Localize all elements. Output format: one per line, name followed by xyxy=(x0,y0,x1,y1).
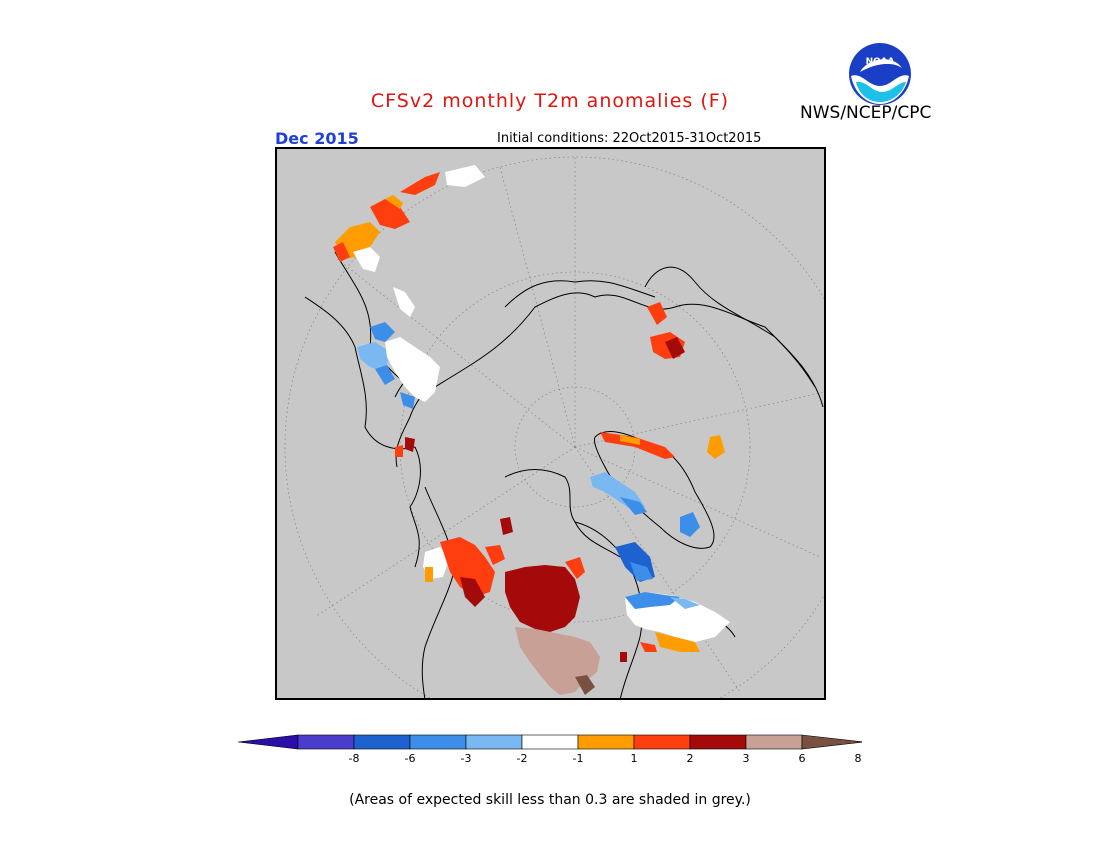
legend-tick-label: 2 xyxy=(687,752,694,765)
legend-swatch xyxy=(521,734,579,750)
skill-footnote: (Areas of expected skill less than 0.3 a… xyxy=(349,792,751,808)
legend-tick-label: 1 xyxy=(631,752,638,765)
legend-tick-label: -6 xyxy=(405,752,416,765)
legend-tick-label: -3 xyxy=(461,752,472,765)
agency-label: NWS/NCEP/CPC xyxy=(800,103,932,123)
legend-swatch-low-arrow xyxy=(238,734,299,750)
legend-swatch xyxy=(633,734,691,750)
legend-swatch xyxy=(409,734,467,750)
legend-tick-label: -1 xyxy=(573,752,584,765)
legend-tick-label: 3 xyxy=(743,752,750,765)
legend-swatch xyxy=(297,734,355,750)
legend-tick-label: 6 xyxy=(799,752,806,765)
initial-conditions: Initial conditions: 22Oct2015-31Oct2015 xyxy=(497,131,762,146)
legend-swatch xyxy=(577,734,635,750)
legend-tick-label: -8 xyxy=(349,752,360,765)
svg-text:NOAA: NOAA xyxy=(866,57,895,67)
map-title: CFSv2 monthly T2m anomalies (F) xyxy=(370,90,730,112)
legend-tick-label: -2 xyxy=(517,752,528,765)
legend-swatch xyxy=(465,734,523,750)
legend-swatch xyxy=(353,734,411,750)
forecast-month: Dec 2015 xyxy=(275,129,359,148)
polar-anomaly-map xyxy=(275,147,826,700)
anomaly-patches xyxy=(333,165,730,695)
legend-swatch-high-arrow xyxy=(801,734,862,750)
color-legend: -8 -6 -3 -2 -1 1 2 3 6 8 xyxy=(238,734,862,765)
legend-swatch xyxy=(745,734,803,750)
legend-tick-label: 8 xyxy=(855,752,862,765)
map-frame xyxy=(275,147,826,700)
legend-swatch xyxy=(689,734,747,750)
noaa-logo: NOAA xyxy=(849,43,911,105)
